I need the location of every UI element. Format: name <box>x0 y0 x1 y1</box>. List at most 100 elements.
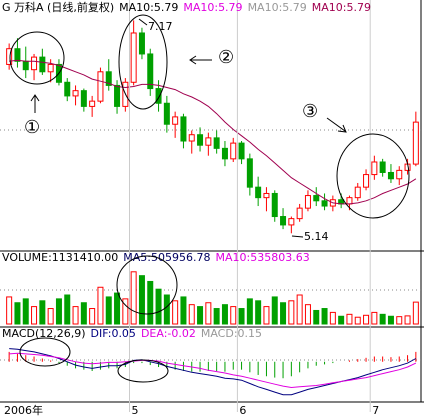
volume-bar <box>122 298 129 325</box>
volume-bar <box>64 294 71 325</box>
ma-line <box>9 59 417 205</box>
candle-body <box>230 142 237 160</box>
chart-title: G 万科A (日线,前复权) <box>2 0 114 14</box>
volume-bar <box>304 304 311 325</box>
volume-bar <box>6 296 13 325</box>
candle-body <box>321 200 328 207</box>
candle-body <box>280 216 287 226</box>
volume-bar <box>271 296 278 325</box>
volume-bar <box>387 315 394 325</box>
highlight-circle <box>118 14 168 110</box>
volume-bar <box>39 300 46 325</box>
candle-body <box>205 137 212 146</box>
candle-body <box>304 195 311 209</box>
volume-bar <box>205 302 212 325</box>
candle-body <box>172 116 179 125</box>
x-tick-label: 6 <box>239 404 246 417</box>
candle-body <box>271 192 278 218</box>
highlight-circle <box>9 31 65 85</box>
volume-bar <box>188 304 195 325</box>
candle-body <box>288 218 295 226</box>
candle-body <box>14 48 21 62</box>
candle-body <box>396 169 403 180</box>
volume-bar <box>338 315 345 325</box>
arrow <box>326 117 347 133</box>
candle-body <box>105 71 112 86</box>
volume-bar <box>180 296 187 325</box>
candle-body <box>313 195 320 202</box>
candle-body <box>354 186 361 199</box>
volume-bar <box>255 300 262 325</box>
candle-body <box>155 88 162 104</box>
volume-bar <box>80 302 87 325</box>
volume-bar <box>230 306 237 325</box>
volume-bar <box>213 308 220 325</box>
candle-body <box>72 90 79 97</box>
candle-body <box>296 207 303 220</box>
annotation: ③ <box>302 101 318 122</box>
candle-body <box>89 100 96 107</box>
candle-body <box>114 84 121 107</box>
candle-body <box>180 116 187 142</box>
volume-bar <box>404 315 411 325</box>
legend-item: MA10:5.79 <box>183 1 242 14</box>
candle-body <box>97 71 104 102</box>
volume-bar <box>379 313 386 325</box>
candle-body <box>197 134 204 146</box>
volume-bar <box>263 306 270 325</box>
candle-body <box>346 197 353 205</box>
candle-body <box>255 186 262 199</box>
volume-bar <box>412 301 419 325</box>
header: MACD(12,26,9) DIF:0.05 DEA:-0.02 MACD:0.15 <box>2 327 262 340</box>
annotation: 7.17 <box>148 20 173 33</box>
candle-body <box>163 102 170 125</box>
volume-bar <box>147 280 154 325</box>
candle-body <box>22 60 29 71</box>
candle-body <box>39 56 46 73</box>
legend-item: MA10:535803.63 <box>215 251 309 264</box>
volume-bar <box>22 298 29 325</box>
candle-body <box>47 63 54 73</box>
plot-layer: 2006年 5 6 7 <box>4 0 419 417</box>
candle-body <box>31 56 38 71</box>
candle-body <box>379 161 386 173</box>
volume-bar <box>363 314 370 325</box>
header: VOLUME:1131410.00 MA5:505956.78 MA10:53580… <box>2 251 310 264</box>
x-tick-label: 5 <box>132 404 139 417</box>
volume-bar <box>172 300 179 325</box>
volume-bar <box>163 294 170 325</box>
volume-bar <box>238 308 245 325</box>
volume-bar <box>321 308 328 325</box>
volume-bar <box>246 298 253 325</box>
candle-body <box>130 32 137 83</box>
candle-body <box>387 171 394 180</box>
candle-body <box>80 90 87 107</box>
volume-bar <box>288 300 295 325</box>
arrow <box>30 94 40 113</box>
chart-title: VOLUME:1131410.00 <box>2 251 118 264</box>
volume-bar <box>221 304 228 325</box>
highlight-circle <box>117 359 169 383</box>
volume-bar <box>155 288 162 325</box>
candle-body <box>64 81 71 97</box>
dea-line <box>9 352 417 389</box>
highlight-circle <box>336 133 410 219</box>
candle-body <box>221 147 228 160</box>
volume-bar <box>14 302 21 325</box>
chart-title: MACD(12,26,9) <box>2 327 86 340</box>
volume-bar <box>55 298 62 325</box>
candle-body <box>371 161 378 176</box>
volume-bar <box>280 302 287 325</box>
volume-bar <box>97 286 104 325</box>
candle-body <box>213 137 220 149</box>
candle-body <box>138 32 145 55</box>
legend: MA10:5.79 MA10:5.79 MA10:5.79 MA10:5.79 <box>119 1 371 14</box>
legend-item: MA10:5.79 <box>248 1 307 14</box>
candle-body <box>263 192 270 199</box>
volume-bar <box>72 306 79 325</box>
annotation: 5.14 <box>304 230 329 243</box>
legend: DIF:0.05 DEA:-0.02 MACD:0.15 <box>91 327 262 340</box>
volume-bar <box>105 296 112 325</box>
candle-body <box>6 48 13 65</box>
